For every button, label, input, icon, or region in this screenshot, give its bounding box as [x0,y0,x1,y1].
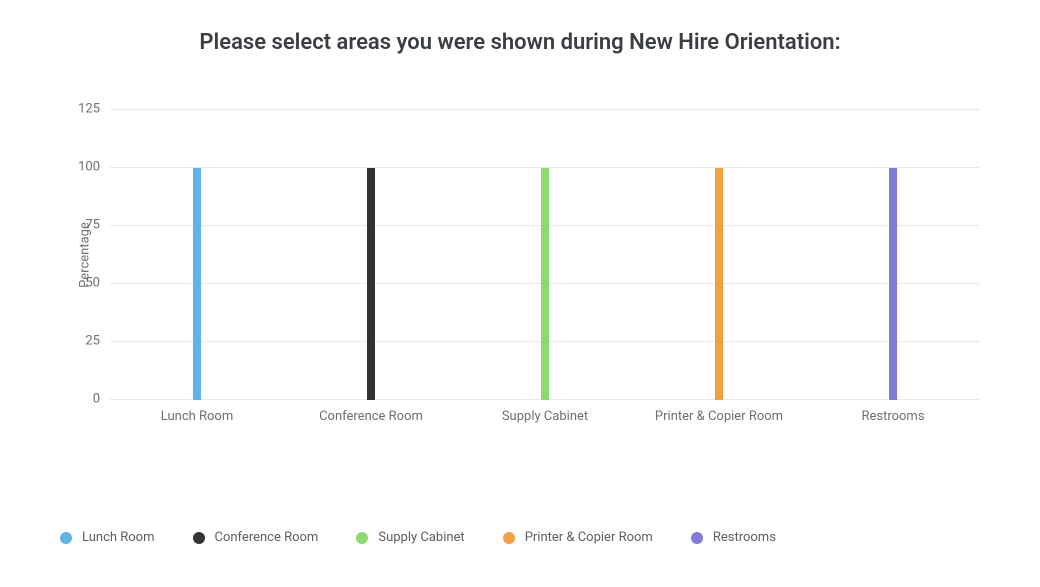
legend: Lunch Room Conference Room Supply Cabinet P… [60,530,1000,545]
legend-label: Restrooms [713,530,776,545]
x-axis-label: Supply Cabinet [458,408,632,426]
legend-item: Conference Room [193,530,319,545]
x-axis-labels: Lunch RoomConference RoomSupply CabinetP… [110,408,980,426]
legend-label: Supply Cabinet [378,530,464,545]
bar [193,168,201,400]
y-tick-label: 75 [85,218,100,233]
legend-label: Conference Room [215,530,319,545]
bar-slot [632,110,806,400]
y-tick-label: 25 [85,334,100,349]
y-tick-label: 100 [78,160,100,175]
legend-label: Printer & Copier Room [525,530,653,545]
chart-title: Please select areas you were shown durin… [0,30,1040,55]
bar [715,168,723,400]
bar-slot [458,110,632,400]
chart-container: Please select areas you were shown durin… [0,0,1040,587]
bar-slot [110,110,284,400]
bar-slot [284,110,458,400]
legend-swatch [60,532,72,544]
legend-swatch [503,532,515,544]
y-tick-label: 50 [85,276,100,291]
x-axis-label: Printer & Copier Room [632,408,806,426]
legend-label: Lunch Room [82,530,155,545]
legend-swatch [691,532,703,544]
x-axis-label: Lunch Room [110,408,284,426]
bar [367,168,375,400]
legend-swatch [193,532,205,544]
x-axis-label: Restrooms [806,408,980,426]
bar [889,168,897,400]
y-tick-label: 0 [93,392,100,407]
legend-item: Restrooms [691,530,776,545]
legend-item: Supply Cabinet [356,530,464,545]
y-tick-label: 125 [78,102,100,117]
legend-swatch [356,532,368,544]
bar [541,168,549,400]
legend-item: Lunch Room [60,530,155,545]
bars-layer [110,110,980,400]
plot-area: Percentage 0255075100125 [110,110,980,400]
legend-item: Printer & Copier Room [503,530,653,545]
bar-slot [806,110,980,400]
x-axis-label: Conference Room [284,408,458,426]
